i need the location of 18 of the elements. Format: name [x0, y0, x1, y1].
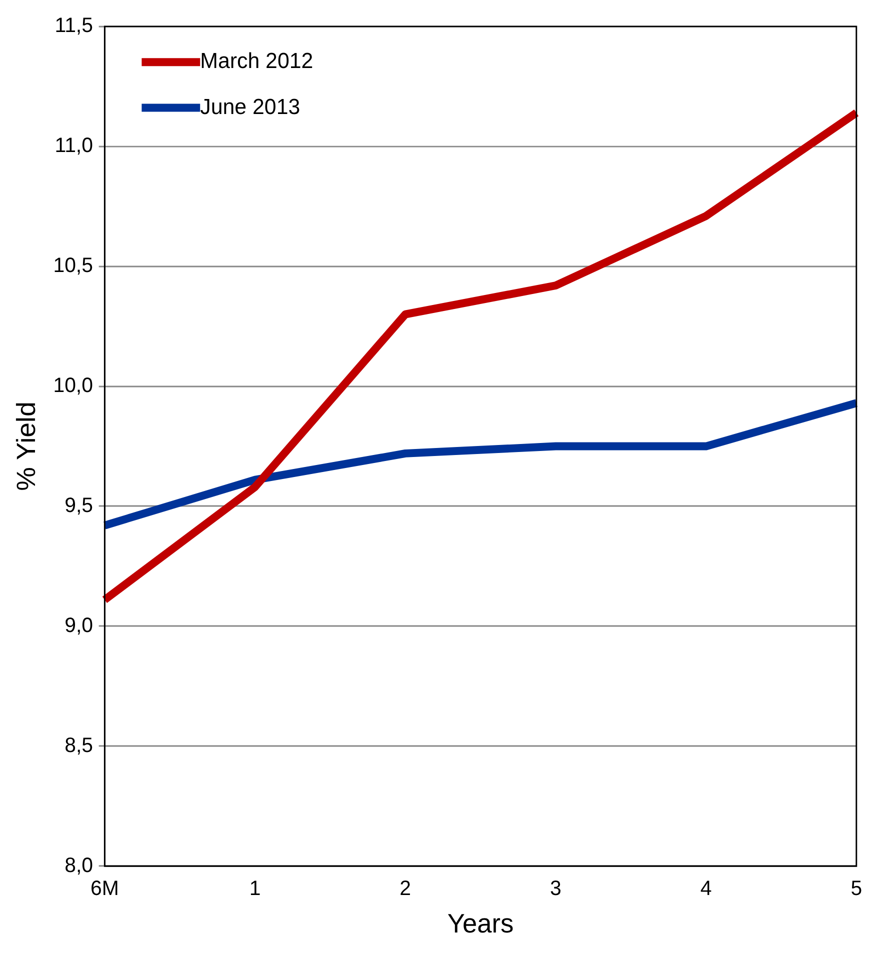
x-tick-label: 1 [249, 877, 261, 900]
y-tick-label: 11,0 [54, 134, 93, 158]
y-tick-label: 11,5 [54, 14, 93, 38]
y-tick-label: 8,5 [64, 734, 93, 757]
y-tick-label: 8,0 [64, 854, 93, 877]
x-axis-title: Years [447, 908, 514, 938]
y-tick-label: 10,5 [53, 254, 93, 278]
y-axis-title: % Yield [11, 402, 41, 491]
y-tick-label: 9,5 [64, 494, 93, 518]
x-tick-label: 3 [550, 877, 562, 900]
x-tick-label: 6M [90, 877, 119, 900]
legend-label: June 2013 [200, 94, 300, 119]
y-tick-label: 10,0 [53, 374, 93, 398]
y-tick-label: 9,0 [64, 614, 93, 637]
x-tick-label: 4 [700, 877, 712, 900]
x-tick-label: 5 [850, 877, 862, 900]
legend-label: March 2012 [200, 48, 314, 74]
x-tick-label: 2 [400, 877, 412, 900]
